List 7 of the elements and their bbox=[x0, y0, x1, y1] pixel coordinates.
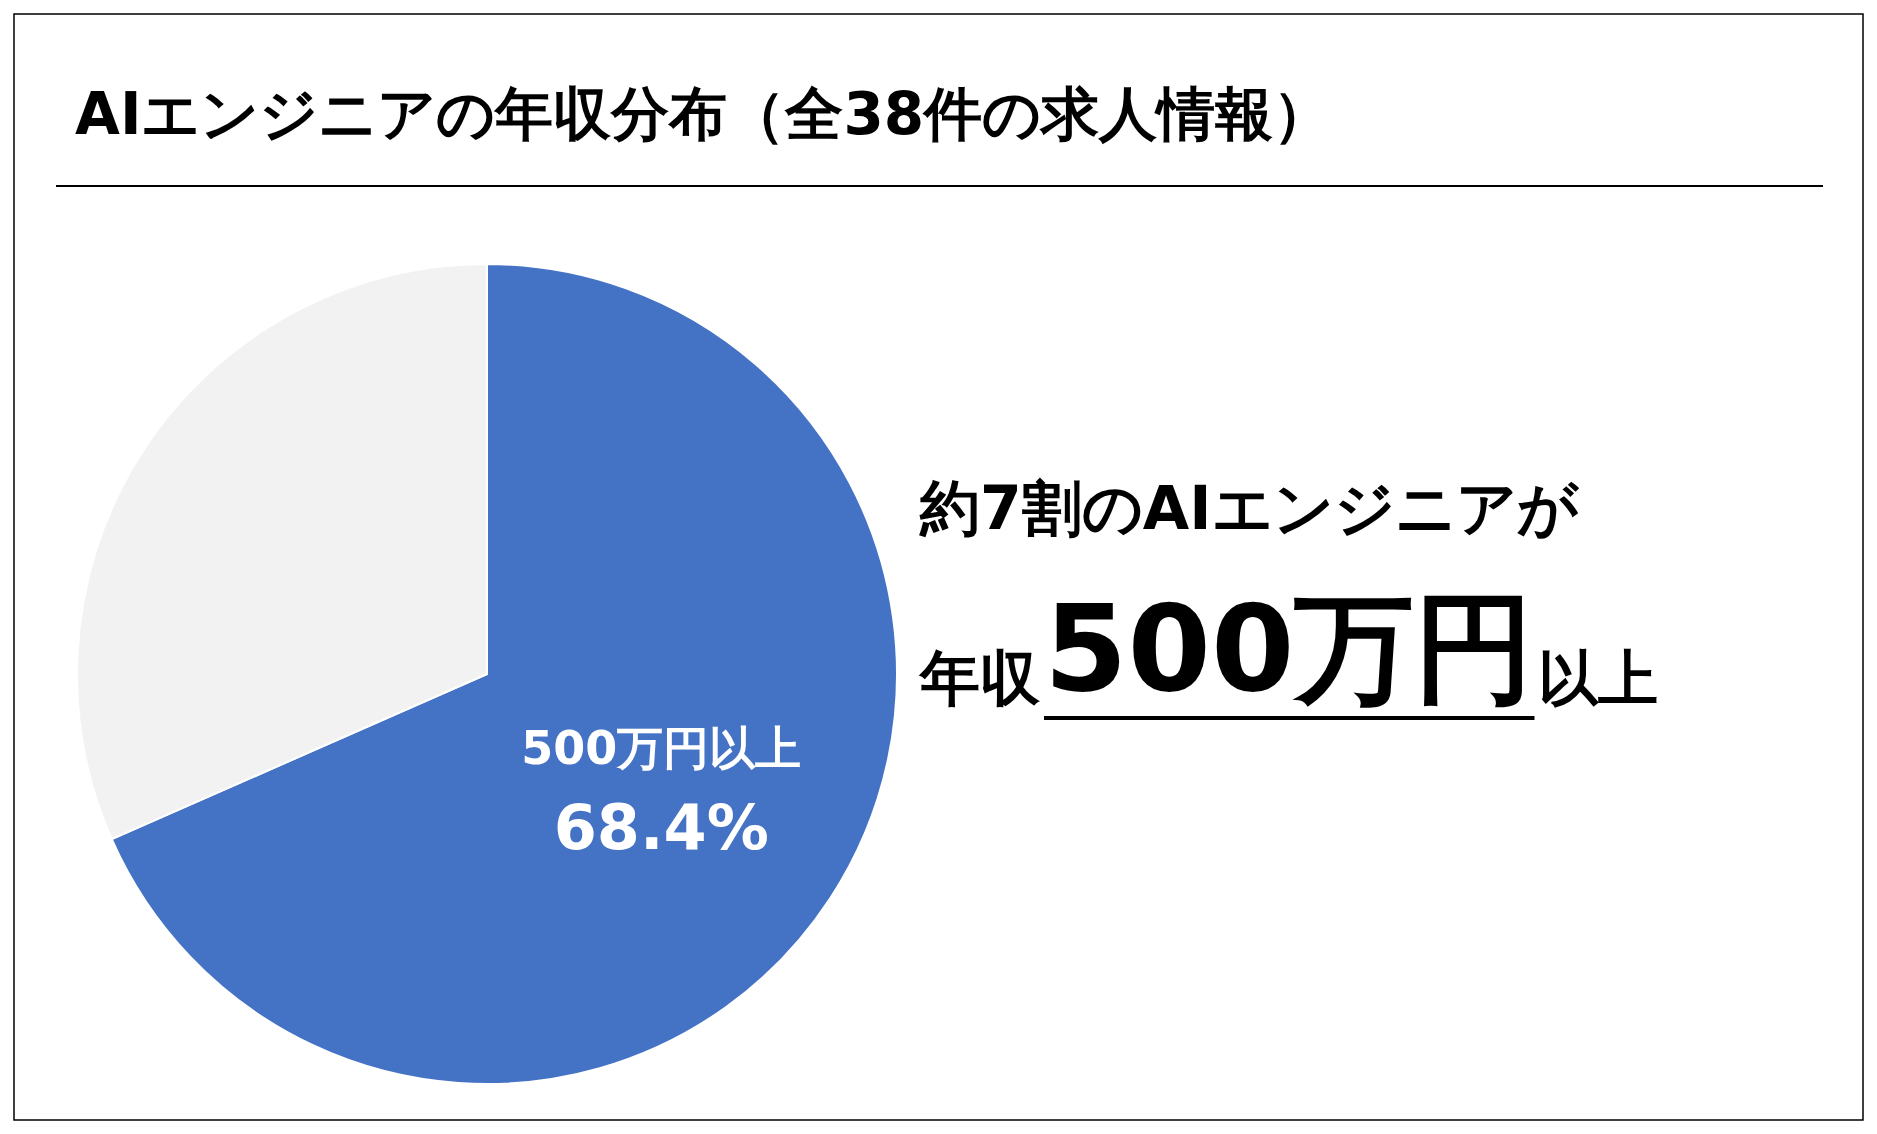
text: 約7割のAIエンジニアが bbox=[919, 473, 1580, 543]
text: 500万円 bbox=[1044, 578, 1535, 718]
text: 以上 bbox=[1538, 643, 1659, 713]
slice-label: 500万円以上 bbox=[521, 720, 802, 775]
chart-title: AIエンジニアの年収分布（全38件の求人情報） bbox=[75, 80, 1332, 148]
data-label: 68.4% bbox=[553, 791, 769, 865]
text: 年収 bbox=[918, 643, 1041, 713]
